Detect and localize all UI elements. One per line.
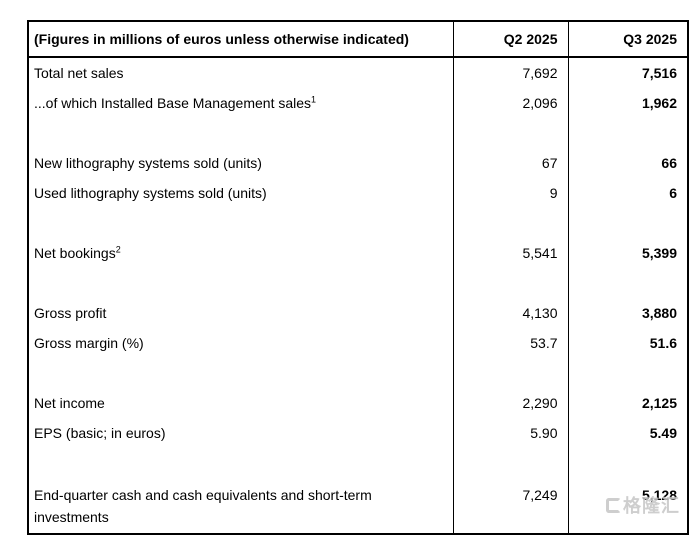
q3-value-cell: 7,516 (567, 57, 688, 88)
q2-value-cell: 7,249 (452, 478, 568, 534)
q3-value-cell: 1,962 (567, 88, 688, 118)
spacer-row (28, 358, 688, 388)
table-row: Gross margin (%) 53.7 51.6 (28, 328, 688, 358)
q2-value-cell: 53.7 (452, 328, 568, 358)
spacer-row (28, 208, 688, 238)
q2-value-cell (452, 358, 568, 388)
header-label-cell: (Figures in millions of euros unless oth… (34, 31, 409, 47)
row-label-cell: Net income (34, 395, 105, 411)
table-row: Gross profit 4,130 3,880 (28, 298, 688, 328)
q3-value-cell (567, 358, 688, 388)
q3-value-cell: 51.6 (567, 328, 688, 358)
q3-value-cell: 66 (567, 148, 688, 178)
q3-value-cell (567, 448, 688, 478)
spacer-row (28, 118, 688, 148)
q2-value-cell: 9 (452, 178, 568, 208)
q2-value-cell (452, 118, 568, 148)
table-row: Net income 2,290 2,125 (28, 388, 688, 418)
q3-value-cell (567, 208, 688, 238)
q2-value-cell: 67 (452, 148, 568, 178)
header-q2-cell: Q2 2025 (452, 21, 568, 57)
gelonghui-logo-icon (606, 497, 621, 513)
gelonghui-watermark: 格隆汇 (606, 492, 680, 518)
row-label-cell: Gross margin (%) (34, 335, 144, 351)
table-row: Net bookings2 5,541 5,399 (28, 238, 688, 268)
q3-value-cell: 5.49 (567, 418, 688, 448)
row-label-cell: Net bookings2 (34, 244, 121, 261)
q3-value-cell: 2,125 (567, 388, 688, 418)
row-label-cell: End-quarter cash and cash equivalents an… (34, 486, 372, 525)
header-row: (Figures in millions of euros unless oth… (28, 21, 688, 57)
footnote-marker: 1 (311, 94, 317, 105)
row-label-cell: EPS (basic; in euros) (34, 425, 166, 441)
row-label-cell (28, 208, 453, 238)
table-row: Total net sales 7,692 7,516 (28, 57, 688, 88)
q2-value-cell: 2,096 (452, 88, 568, 118)
q3-value-cell (567, 118, 688, 148)
q2-value-cell: 5.90 (452, 418, 568, 448)
table-row: EPS (basic; in euros) 5.90 5.49 (28, 418, 688, 448)
q2-value-cell (452, 268, 568, 298)
row-label-cell: Gross profit (34, 305, 107, 321)
table-row: Used lithography systems sold (units) 9 6 (28, 178, 688, 208)
row-label-cell (28, 448, 453, 478)
table-row: New lithography systems sold (units) 67 66 (28, 148, 688, 178)
q3-value-cell: 3,880 (567, 298, 688, 328)
q3-value-cell: 6 (567, 178, 688, 208)
financial-results-table: (Figures in millions of euros unless oth… (27, 20, 689, 535)
watermark-text: 格隆汇 (623, 496, 680, 516)
row-label-cell: New lithography systems sold (units) (34, 155, 262, 171)
row-label-cell: Total net sales (34, 65, 124, 81)
q2-value-cell: 5,541 (452, 238, 568, 268)
table-row: End-quarter cash and cash equivalents an… (28, 478, 688, 534)
q2-value-cell (452, 448, 568, 478)
row-label-cell (28, 268, 453, 298)
q2-value-cell: 4,130 (452, 298, 568, 328)
q2-value-cell: 2,290 (452, 388, 568, 418)
q3-value-cell (567, 268, 688, 298)
table-row: ...of which Installed Base Management sa… (28, 88, 688, 118)
spacer-row (28, 448, 688, 478)
table-body: Total net sales 7,692 7,516 ...of which Ins… (28, 57, 688, 534)
q2-value-cell (452, 208, 568, 238)
header-q3-cell: Q3 2025 (567, 21, 688, 57)
row-label-cell: Used lithography systems sold (units) (34, 185, 267, 201)
q2-value-cell: 7,692 (452, 57, 568, 88)
row-label-cell (28, 118, 453, 148)
footnote-marker: 2 (115, 244, 121, 255)
spacer-row (28, 268, 688, 298)
q3-value-cell: 5,399 (567, 238, 688, 268)
row-label-cell (28, 358, 453, 388)
row-label-cell: ...of which Installed Base Management sa… (34, 94, 317, 111)
